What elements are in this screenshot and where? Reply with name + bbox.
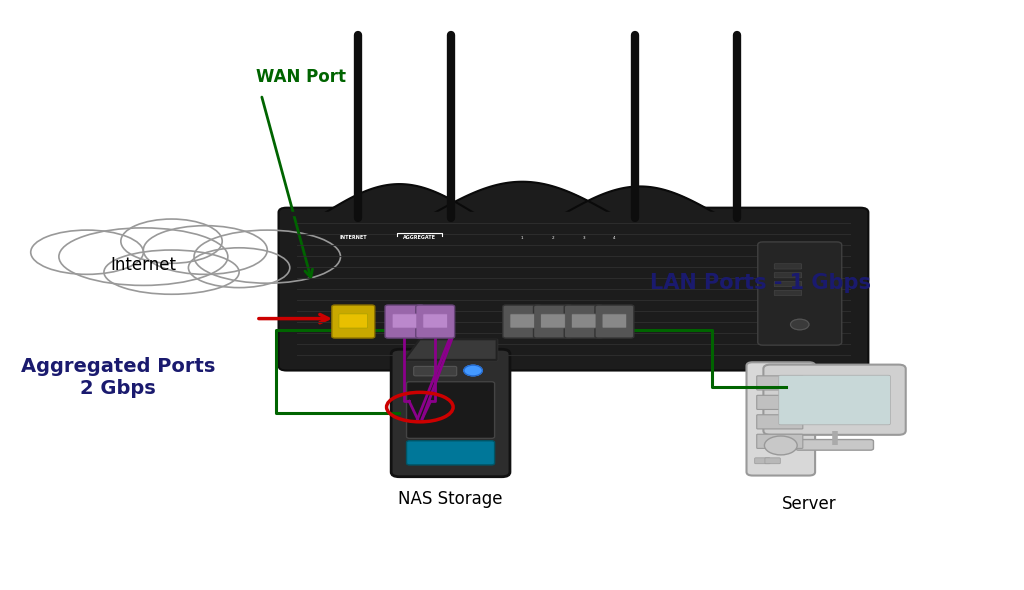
FancyBboxPatch shape [416, 305, 455, 338]
Circle shape [464, 365, 482, 376]
FancyBboxPatch shape [339, 314, 368, 328]
Text: 1: 1 [521, 236, 523, 240]
Text: Internet: Internet [111, 257, 176, 274]
Ellipse shape [195, 230, 340, 283]
FancyBboxPatch shape [391, 349, 510, 477]
FancyBboxPatch shape [758, 242, 842, 345]
FancyBboxPatch shape [564, 305, 603, 338]
FancyBboxPatch shape [755, 458, 770, 464]
FancyBboxPatch shape [279, 208, 868, 371]
Text: AGGREGATE: AGGREGATE [403, 235, 436, 240]
FancyBboxPatch shape [541, 314, 565, 328]
FancyBboxPatch shape [602, 314, 627, 328]
Circle shape [764, 436, 798, 455]
FancyBboxPatch shape [510, 314, 535, 328]
Text: LAN Ports - 1 Gbps: LAN Ports - 1 Gbps [650, 273, 871, 293]
Text: 3: 3 [583, 236, 585, 240]
FancyBboxPatch shape [757, 434, 803, 448]
FancyBboxPatch shape [392, 314, 417, 328]
FancyBboxPatch shape [764, 365, 906, 435]
Circle shape [791, 319, 809, 330]
Ellipse shape [121, 219, 222, 263]
FancyBboxPatch shape [757, 395, 803, 409]
Ellipse shape [104, 250, 240, 294]
FancyBboxPatch shape [503, 305, 542, 338]
Text: 2: 2 [552, 236, 554, 240]
Ellipse shape [31, 230, 143, 274]
FancyBboxPatch shape [571, 314, 596, 328]
Text: INTERNET: INTERNET [340, 235, 367, 240]
FancyBboxPatch shape [434, 366, 457, 376]
FancyBboxPatch shape [774, 273, 802, 278]
Text: Aggregated Ports
2 Gbps: Aggregated Ports 2 Gbps [20, 357, 215, 398]
Ellipse shape [59, 228, 228, 286]
FancyBboxPatch shape [774, 264, 802, 269]
FancyBboxPatch shape [414, 366, 436, 376]
Ellipse shape [143, 225, 267, 274]
FancyBboxPatch shape [407, 441, 495, 465]
FancyBboxPatch shape [774, 290, 802, 296]
Text: NAS Storage: NAS Storage [398, 490, 503, 507]
Ellipse shape [188, 248, 290, 288]
Polygon shape [404, 339, 497, 360]
FancyBboxPatch shape [595, 305, 634, 338]
FancyBboxPatch shape [796, 440, 873, 450]
Text: 4: 4 [613, 236, 615, 240]
FancyBboxPatch shape [332, 305, 375, 338]
FancyBboxPatch shape [385, 305, 424, 338]
FancyBboxPatch shape [774, 281, 802, 287]
Text: WAN Port: WAN Port [256, 67, 346, 86]
FancyBboxPatch shape [757, 376, 803, 390]
FancyBboxPatch shape [757, 415, 803, 429]
FancyBboxPatch shape [423, 314, 447, 328]
Text: Server: Server [781, 496, 837, 513]
FancyBboxPatch shape [746, 362, 815, 476]
FancyBboxPatch shape [765, 458, 780, 464]
FancyBboxPatch shape [779, 375, 891, 425]
FancyBboxPatch shape [407, 382, 495, 438]
FancyBboxPatch shape [534, 305, 572, 338]
